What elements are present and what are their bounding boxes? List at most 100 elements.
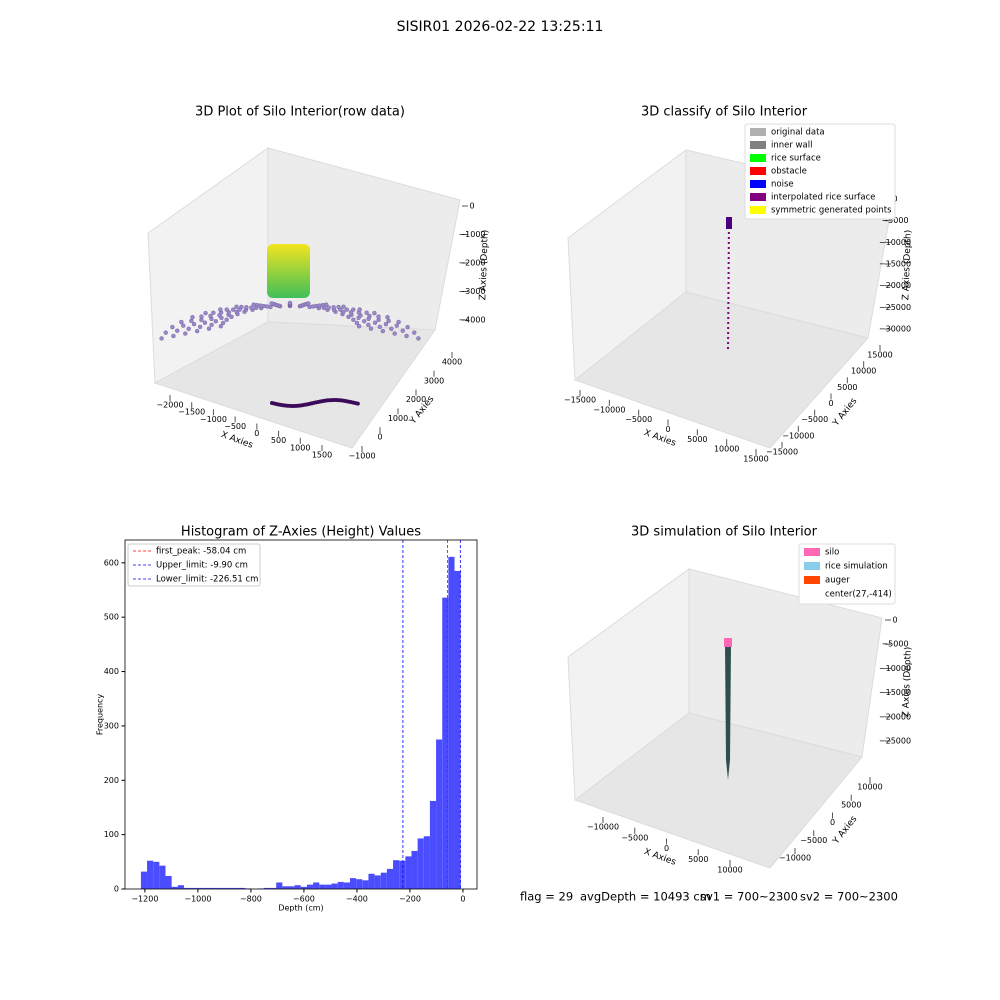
bar [374, 875, 381, 889]
x-axis-label: X Axies [219, 430, 254, 451]
cloud-point [366, 322, 371, 328]
legend-label: obstacle [771, 167, 807, 177]
cloud-point [186, 326, 191, 331]
cloud-point [234, 309, 239, 315]
cloud-point [336, 304, 341, 310]
z-axis-label: Z Axies (Depth) [478, 230, 490, 301]
x-tick-label: −5000 [621, 833, 648, 842]
bar [196, 887, 203, 889]
x-tick-label: −1000 [200, 415, 227, 424]
cloud-point [231, 307, 236, 312]
legend-swatch [750, 128, 766, 136]
z-tick-label: −4000 [458, 316, 485, 325]
pane-floor [573, 712, 863, 869]
x-tick-label: 0 [664, 844, 669, 853]
legend-swatch [750, 193, 766, 201]
figure-title: SISIR01 2026-02-22 13:25:11 [397, 19, 604, 35]
bar [159, 865, 166, 889]
legend-label: symmetric generated points [771, 206, 892, 216]
cloud-point [229, 314, 234, 319]
legend-swatch [804, 562, 820, 570]
legend-swatch [750, 154, 766, 162]
y-axis-label: Frequency [96, 694, 105, 736]
y-tick-label: 5000 [837, 383, 857, 392]
bar [140, 871, 148, 889]
x-tick-label: 1000 [290, 443, 310, 452]
cloud-point [385, 315, 390, 320]
cloud-point [208, 313, 213, 319]
bar [208, 887, 215, 889]
z-tick-label: −10000 [879, 664, 911, 673]
cloud-point [220, 320, 226, 326]
cloud-point [249, 305, 254, 310]
cloud-point [287, 300, 293, 306]
bar [263, 887, 271, 889]
cloud-point [324, 302, 329, 307]
bar [183, 887, 191, 889]
cloud-point [239, 304, 244, 310]
y-tick-label: 0 [377, 433, 382, 442]
bar [313, 882, 320, 889]
bar [282, 886, 289, 889]
silo-top [724, 638, 732, 647]
z-tick-label: −20000 [879, 281, 911, 290]
cloud-point [357, 307, 362, 312]
bar [165, 875, 172, 889]
x-tick-label: −200 [399, 895, 421, 904]
subplot-title: 3D classify of Silo Interior [641, 105, 808, 120]
legend-label: noise [771, 180, 794, 190]
y-tick-label: −5000 [800, 836, 827, 845]
bar [448, 556, 455, 889]
bar [276, 882, 283, 889]
y-tick-label: −10000 [779, 854, 811, 863]
y-tick-label: 10000 [857, 783, 882, 792]
cloud-point [351, 317, 356, 322]
y-tick-label: 300 [104, 721, 119, 730]
y-tick-label: 100 [104, 830, 119, 839]
y-tick-label: 10000 [851, 367, 876, 376]
legend-swatch [750, 167, 766, 175]
bar [239, 887, 246, 889]
cloud-point [199, 314, 204, 319]
cloud-point [383, 322, 389, 327]
legend-swatch [804, 576, 820, 584]
y-axis-label: Y Axies [831, 396, 860, 429]
bar [442, 597, 449, 889]
x-axis-label: Depth (cm) [278, 904, 323, 913]
y-tick-label: 4000 [442, 358, 462, 367]
cloud-point [206, 326, 212, 331]
cloud-point [412, 330, 417, 335]
cloud-point [211, 310, 216, 315]
cloud-point [346, 314, 351, 319]
legend-label: inner wall [771, 141, 812, 151]
y-tick-label: −10000 [782, 431, 814, 440]
z-tick-label: 0 [469, 202, 474, 211]
y-tick-label: 400 [104, 667, 119, 676]
footer-text: avgDepth = 10493 cm [580, 890, 711, 904]
z-tick-label: −10000 [879, 238, 911, 247]
z-axis-label: Z Axies (Depth) [901, 647, 913, 718]
cloud-point [367, 313, 372, 319]
x-tick-label: 0 [460, 895, 465, 904]
bar [386, 868, 394, 889]
bar [405, 856, 412, 889]
bar [171, 886, 178, 889]
bar [233, 887, 240, 889]
bar [288, 886, 295, 889]
cloud-point [400, 328, 405, 333]
cloud-point [218, 324, 224, 329]
cloud-point [190, 315, 195, 320]
bar [226, 887, 234, 889]
bar [319, 884, 326, 889]
cloud-point [364, 310, 369, 315]
cloud-point [404, 333, 409, 339]
z-tick-label: −25000 [879, 303, 911, 312]
cloud-point [251, 302, 256, 307]
z-tick-label: −20000 [879, 712, 911, 721]
cloud-point [218, 307, 223, 312]
cloud-point [244, 305, 249, 310]
bar [349, 878, 357, 889]
z-tick-label: −15000 [879, 688, 911, 697]
footer-text: flag = 29 [520, 890, 573, 904]
